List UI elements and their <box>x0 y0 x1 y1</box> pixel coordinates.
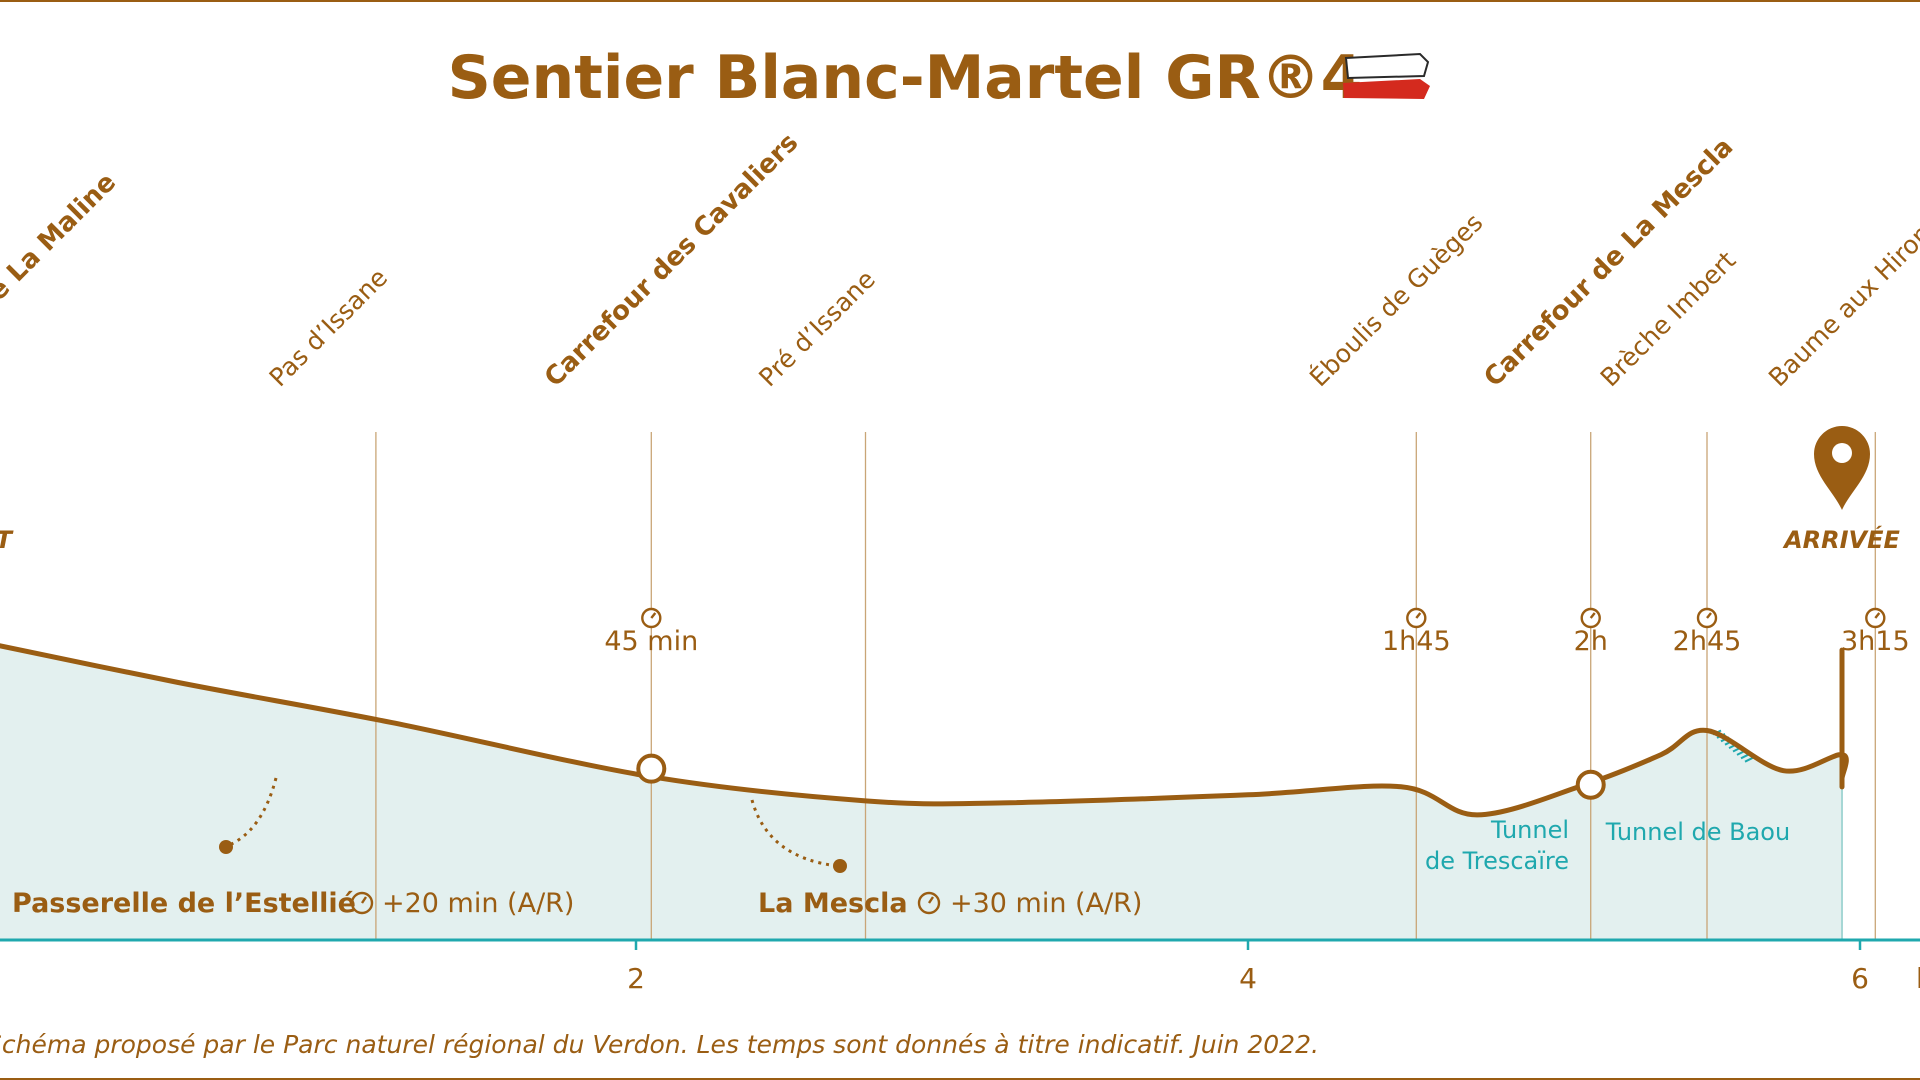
time-labels-layer: 45 min1h452h2h453h153h254h255h5h30 <box>604 607 1910 657</box>
page-title: Sentier Blanc-Martel GR®4 <box>448 43 1363 113</box>
profile-marker <box>636 753 667 784</box>
profile-marker <box>1575 769 1606 800</box>
time-label: 3h15 <box>1841 626 1910 657</box>
end-label: ARRIVÉE <box>1782 525 1900 554</box>
clock-icon <box>1696 607 1718 629</box>
side-trip-mescla: La Mescla +30 min (A/R) <box>750 799 1142 919</box>
clock-icon <box>350 891 374 915</box>
side-trip-estellie-time: +20 min (A/R) <box>382 888 574 919</box>
tunnel-trescaire-label-2: de Trescaïre <box>1425 847 1569 875</box>
gr-flag-icon <box>1343 52 1430 99</box>
clock-hand <box>650 612 657 619</box>
clock-hand <box>1589 612 1596 619</box>
x-axis-layer: 24681012km <box>0 938 1920 995</box>
clock-hand <box>1706 612 1712 619</box>
clock-hand <box>1874 612 1881 619</box>
waypoint-label: Baume aux Hirondelles <box>1763 167 1920 393</box>
side-trip-mescla-time: +30 min (A/R) <box>950 888 1142 919</box>
x-tick-label: 4 <box>1239 962 1257 995</box>
time-label: 2h <box>1574 626 1608 657</box>
waypoint-label: Pas d’Issane <box>264 263 393 392</box>
map-pin-icon <box>1814 426 1870 510</box>
time-label: 2h45 <box>1673 626 1742 657</box>
clock-icon <box>1406 607 1427 629</box>
waypoint-label: Carrefour des Cavaliers <box>539 128 804 393</box>
side-trip-estellie: Passerelle de l’Estellié +20 min (A/R) <box>12 777 574 919</box>
hatch-mark <box>1744 756 1754 763</box>
clock-icon <box>1865 607 1886 629</box>
clock-icon <box>641 607 662 629</box>
footnote: Schéma proposé par le Parc naturel régio… <box>0 1030 1319 1059</box>
clock-icon <box>1580 607 1601 629</box>
waypoint-label: Carrefour de La Mescla <box>1478 132 1739 393</box>
x-axis-unit: km <box>1916 962 1920 995</box>
clock-hand <box>1415 612 1422 619</box>
profile-area <box>0 645 1847 940</box>
waypoint-label: Chalet de La Maline <box>0 167 122 393</box>
side-trip-estellie-name: Passerelle de l’Estellié <box>12 888 356 919</box>
waypoint-labels-layer: Chalet de La Maline Pas d’Issane Carrefour… <box>0 128 1920 393</box>
waypoint-label: Éboulis de Guèges <box>1304 208 1488 392</box>
waypoint-label: Pré d’Issane <box>753 265 881 393</box>
tunnel-baou-label: Tunnel de Baou <box>1605 818 1790 846</box>
clock-icon <box>917 891 941 915</box>
x-tick-label: 6 <box>1851 962 1869 995</box>
waypoint-lines-layer <box>375 432 1876 940</box>
profile-line-layer <box>0 643 1849 818</box>
time-label: 1h45 <box>1382 626 1451 657</box>
start-label: DÉPART <box>0 525 14 554</box>
time-label: 45 min <box>604 626 698 657</box>
side-trip-mescla-name: La Mescla <box>758 888 908 919</box>
tunnel-trescaire-label-1: Tunnel <box>1490 816 1569 844</box>
x-tick-label: 2 <box>627 962 645 995</box>
profile-line <box>0 643 1849 818</box>
